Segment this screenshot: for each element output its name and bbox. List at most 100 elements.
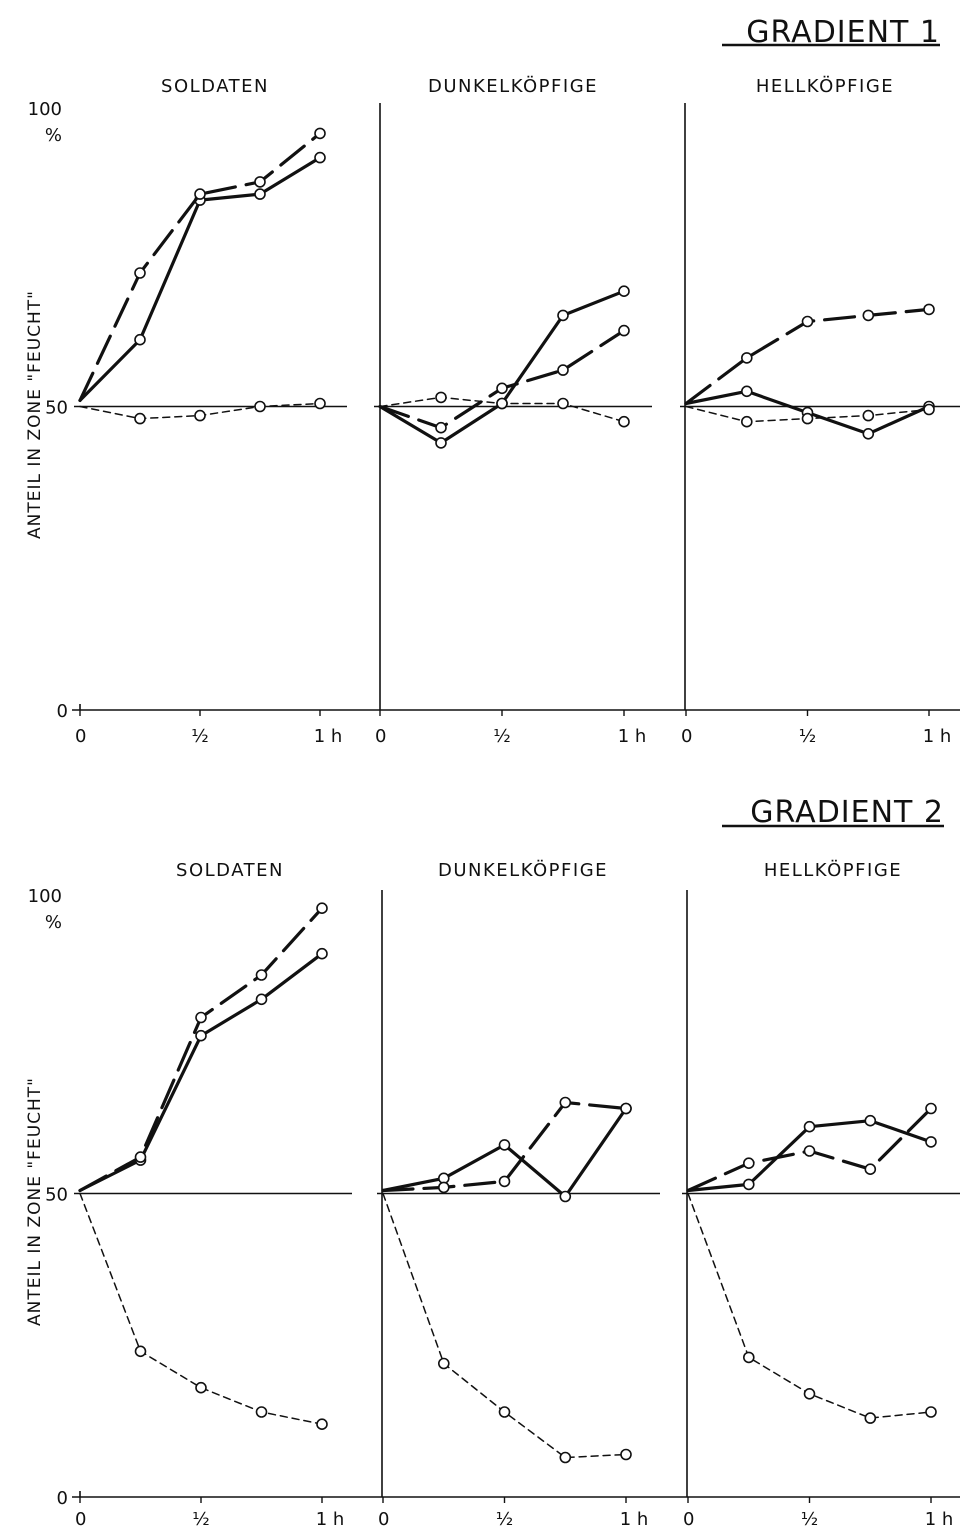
y-tick-label: 100 [28, 886, 62, 907]
panel-hellköpfige: HELLKÖPFIGE 0 ½ 1 h [680, 75, 960, 747]
data-point-long-dash [923, 303, 935, 316]
data-point-long-dash [862, 309, 875, 322]
data-point-solid [254, 188, 266, 200]
data-point-short-dash [194, 409, 206, 422]
x-tick-label: 1 h [925, 1509, 954, 1530]
x-tick-label: 0 [375, 726, 386, 747]
x-tick-label: 1 h [618, 726, 647, 747]
x-tick-label: 1 h [314, 726, 343, 747]
data-point-short-dash [803, 1388, 816, 1400]
data-point-long-dash [864, 1163, 877, 1175]
x-tick-label: ½ [496, 1509, 513, 1530]
data-point-solid [864, 1114, 877, 1127]
y-tick-label: 50 [45, 398, 68, 419]
x-tick-label: 0 [75, 1509, 86, 1530]
data-point-short-dash [496, 397, 508, 410]
data-point-short-dash [134, 1345, 147, 1358]
data-point-long-dash [740, 352, 753, 364]
data-point-solid [742, 1178, 755, 1191]
x-tick-label: ½ [801, 1509, 818, 1530]
panel-title: HELLKÖPFIGE [756, 75, 894, 97]
data-point-short-dash [742, 1351, 755, 1364]
data-point-short-dash [316, 1418, 328, 1430]
data-point-long-dash [194, 188, 206, 200]
panel-soldaten: SOLDATEN 0 ½ 1 h [74, 860, 352, 1530]
y-tick-label: 50 [45, 1185, 68, 1206]
x-tick-label: ½ [493, 726, 510, 747]
data-point-long-dash [803, 1145, 816, 1157]
data-point-long-dash [801, 315, 814, 328]
x-tick-label: ½ [799, 726, 816, 747]
data-point-long-dash [925, 1102, 937, 1115]
data-point-short-dash [925, 1406, 937, 1418]
y-axis-label: ANTEIL IN ZONE "FEUCHT" [25, 1077, 45, 1326]
series-line-solid [378, 289, 626, 445]
data-point-short-dash [195, 1381, 207, 1394]
data-point-solid [803, 1120, 816, 1133]
data-point-long-dash [496, 382, 508, 395]
data-point-short-dash [618, 415, 630, 428]
data-point-long-dash [618, 324, 630, 337]
data-point-short-dash [255, 1406, 268, 1418]
data-point-short-dash [254, 400, 266, 413]
data-point-solid [740, 385, 753, 398]
y-unit: % [45, 125, 62, 146]
panel-soldaten: SOLDATEN 0 ½ 1 h [74, 76, 347, 747]
data-point-solid [559, 1190, 572, 1203]
data-point-long-dash [254, 176, 266, 188]
data-point-long-dash [557, 364, 569, 376]
data-point-solid [618, 285, 630, 298]
panel-title: DUNKELKÖPFIGE [428, 75, 598, 97]
data-point-short-dash [864, 1412, 877, 1424]
data-point-long-dash [134, 1151, 147, 1163]
data-point-long-dash [742, 1157, 755, 1169]
data-point-long-dash [620, 1102, 632, 1115]
data-point-solid [134, 333, 146, 346]
x-tick-label: 0 [683, 1509, 694, 1530]
data-point-solid [435, 437, 447, 449]
series-line-long-dash [78, 131, 322, 402]
y-tick-label: 100 [28, 99, 62, 120]
data-point-solid [314, 151, 326, 164]
data-point-short-dash [134, 412, 146, 425]
data-point-solid [316, 947, 328, 960]
data-point-short-dash [559, 1451, 572, 1464]
data-point-long-dash [255, 969, 268, 981]
data-point-long-dash [195, 1011, 207, 1024]
x-tick-label: 0 [75, 726, 86, 747]
data-point-solid [557, 309, 569, 322]
data-point-short-dash [437, 1357, 450, 1370]
panel-dunkelköpfige: DUNKELKÖPFIGE 0 ½ 1 h [374, 75, 652, 747]
data-point-long-dash [314, 127, 326, 140]
data-point-solid [862, 427, 875, 440]
data-point-long-dash [316, 902, 328, 915]
panel-dunkelköpfige: DUNKELKÖPFIGE 0 ½ 1 h [377, 859, 660, 1530]
y-unit: % [45, 912, 62, 933]
data-point-short-dash [557, 397, 569, 410]
x-tick-label: 1 h [316, 1509, 345, 1530]
data-point-short-dash [801, 412, 814, 425]
y-axis-label: ANTEIL IN ZONE "FEUCHT" [25, 290, 45, 539]
y-tick-label: 0 [57, 701, 68, 722]
gradient-chart-2: GRADIENT 2 0 50 100% ANTEIL IN ZONE "FEUCHT"… [25, 795, 960, 1530]
series-line-short-dash [382, 1192, 627, 1459]
data-point-solid [498, 1139, 511, 1151]
chart-title: GRADIENT 2 [750, 795, 944, 830]
panel-hellköpfige: HELLKÖPFIGE 0 ½ 1 h [682, 859, 960, 1530]
data-point-long-dash [437, 1181, 450, 1194]
panel-title: DUNKELKÖPFIGE [438, 859, 608, 881]
series-line-solid [78, 952, 324, 1193]
data-point-long-dash [134, 267, 146, 279]
data-point-long-dash [435, 421, 447, 434]
series-line-long-dash [78, 906, 324, 1193]
data-point-solid [255, 993, 268, 1006]
data-point-short-dash [620, 1448, 632, 1461]
data-point-short-dash [498, 1406, 511, 1418]
data-point-short-dash [314, 397, 326, 410]
panel-title: HELLKÖPFIGE [764, 859, 902, 881]
data-point-short-dash [862, 409, 875, 422]
panel-title: SOLDATEN [176, 860, 284, 881]
data-point-solid [195, 1029, 207, 1042]
